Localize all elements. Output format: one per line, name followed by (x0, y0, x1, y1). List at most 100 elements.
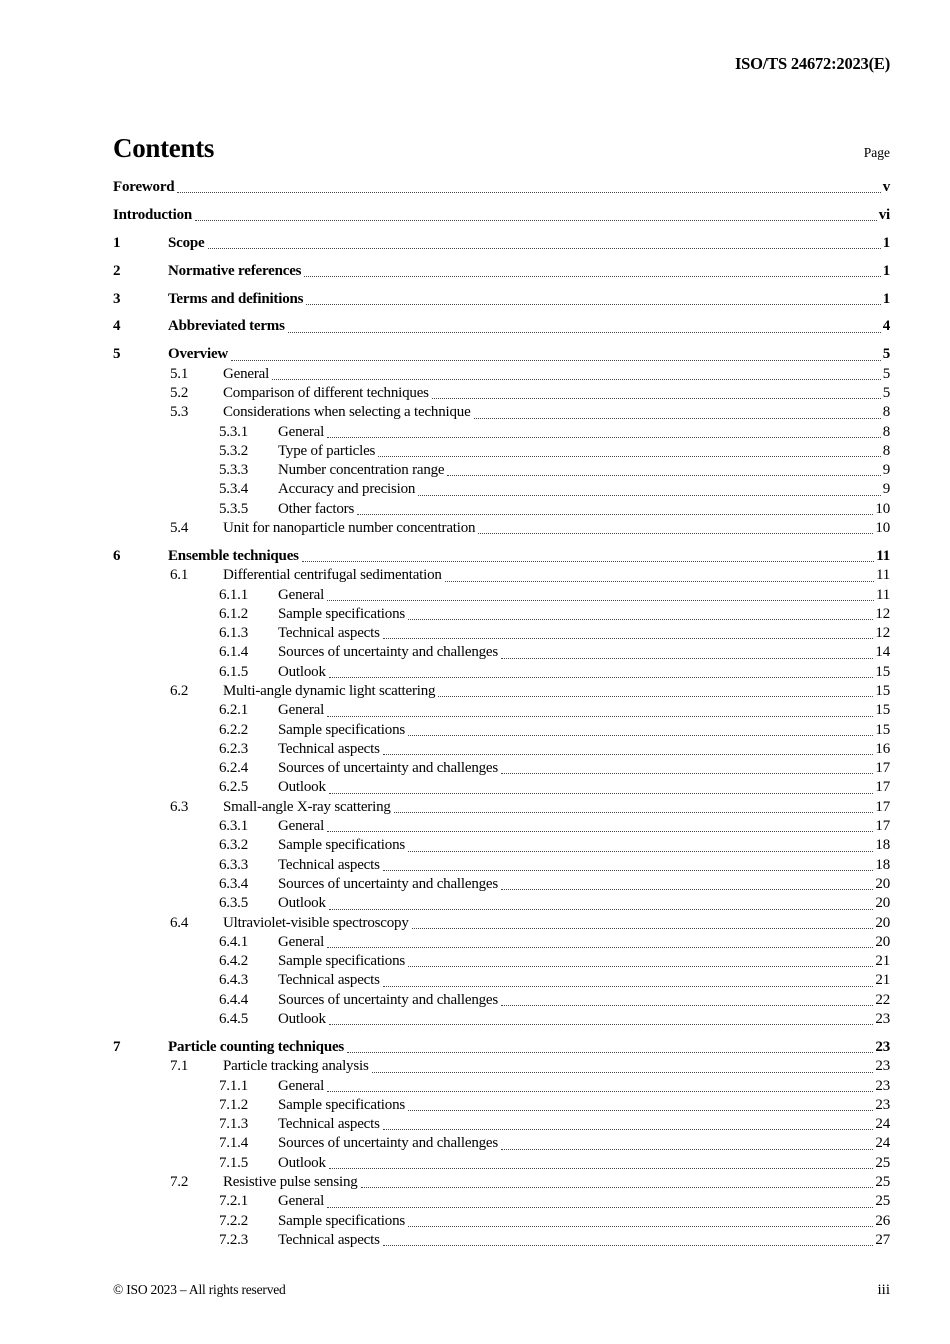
toc-entry[interactable]: 6.3.5 Outlook 20 (113, 894, 890, 913)
toc-entry[interactable]: 5.3 Considerations when selecting a tech… (113, 403, 890, 422)
toc-entry-number: 5.3.5 (219, 500, 249, 517)
toc-entry-page: 8 (882, 442, 891, 459)
toc-entry[interactable]: 7.1.5 Outlook 25 (113, 1154, 890, 1173)
toc-entry-number: 7 (113, 1038, 121, 1055)
toc-entry[interactable]: 6.2.5 Outlook 17 (113, 778, 890, 797)
dot-leader (328, 778, 874, 794)
dot-leader (382, 1231, 874, 1247)
toc-entry[interactable]: Foreword v (113, 178, 890, 197)
toc-entry[interactable]: 7.1 Particle tracking analysis 23 (113, 1057, 890, 1076)
toc-entry-page: 23 (875, 1058, 890, 1075)
toc-entry[interactable]: 6.3 Small-angle X-ray scattering 17 (113, 798, 890, 817)
toc-entry-page: 4 (882, 318, 891, 335)
toc-entry[interactable]: 6.2.1 General 15 (113, 701, 890, 720)
toc-entry[interactable]: 7.2.3 Technical aspects 27 (113, 1231, 890, 1250)
dot-leader (272, 365, 881, 380)
toc-entry[interactable]: 5.1 General 5 (113, 365, 890, 384)
toc-entry[interactable]: 1 Scope 1 (113, 234, 890, 253)
toc-entry-number: 6.1.2 (219, 605, 249, 622)
toc-entry[interactable]: 6.4.3 Technical aspects 21 (113, 971, 890, 990)
toc-entry[interactable]: 6.3.2 Sample specifications 18 (113, 836, 890, 855)
dot-leader (408, 1096, 874, 1112)
toc-entry[interactable]: 6.4.4 Sources of uncertainty and challen… (113, 991, 890, 1010)
toc-entry[interactable]: 4 Abbreviated terms 4 (113, 317, 890, 336)
toc-entry[interactable]: 6.4.1 General 20 (113, 933, 890, 952)
toc-entry-title: Resistive pulse sensing (223, 1174, 358, 1190)
toc-entry-page: 17 (875, 818, 890, 835)
toc-entry-number: 6.4.1 (219, 933, 249, 950)
toc-entry[interactable]: 6.1.1 General 11 (113, 586, 890, 605)
toc-entry[interactable]: 6.2.2 Sample specifications 15 (113, 721, 890, 740)
toc-entry[interactable]: 7.1.3 Technical aspects 24 (113, 1115, 890, 1134)
toc-entry[interactable]: 6.1.4 Sources of uncertainty and challen… (113, 643, 890, 662)
toc-entry-number: 5.3.2 (219, 442, 249, 459)
toc-entry-number: 7.2.1 (219, 1193, 249, 1210)
toc-entry[interactable]: 7.2.2 Sample specifications 26 (113, 1212, 890, 1231)
toc-entry-page: 16 (875, 740, 890, 757)
toc-entry[interactable]: 6.2.3 Technical aspects 16 (113, 740, 890, 759)
folio-page-number: iii (877, 1282, 890, 1298)
toc-entry[interactable]: 6.2.4 Sources of uncertainty and challen… (113, 759, 890, 778)
toc-entry[interactable]: 5.3.4 Accuracy and precision 9 (113, 480, 890, 499)
toc-entry[interactable]: 6.1 Differential centrifugal sedimentati… (113, 566, 890, 585)
toc-entry[interactable]: Introduction vi (113, 206, 890, 225)
toc-entry[interactable]: 5.3.5 Other factors 10 (113, 500, 890, 519)
toc-entry-title: Ultraviolet-visible spectroscopy (223, 914, 409, 931)
toc-entry[interactable]: 6.1.2 Sample specifications 12 (113, 605, 890, 624)
toc-entry[interactable]: 6.4.5 Outlook 23 (113, 1010, 890, 1029)
toc-entry[interactable]: 7.1.4 Sources of uncertainty and challen… (113, 1134, 890, 1153)
toc-entry[interactable]: 6.3.4 Sources of uncertainty and challen… (113, 875, 890, 894)
toc-entry-title: General (278, 1193, 325, 1210)
toc-entry[interactable]: 5.3.3 Number concentration range 9 (113, 461, 890, 480)
toc-entry[interactable]: 3 Terms and definitions 1 (113, 290, 890, 309)
toc-entry-number: 6.2.4 (219, 760, 249, 777)
toc-entry-number: 6 (113, 547, 121, 564)
toc-entry-number: 5.4 (170, 520, 189, 537)
toc-entry[interactable]: 7.1.2 Sample specifications 23 (113, 1096, 890, 1115)
toc-entry-title: Sample specifications (278, 605, 406, 622)
toc-entry[interactable]: 5.4 Unit for nanoparticle number concent… (113, 519, 890, 538)
toc-entry-title: Sample specifications (278, 721, 406, 738)
toc-entry-title: Foreword (113, 179, 175, 195)
toc-entry[interactable]: 7.2 Resistive pulse sensing 25 (113, 1173, 890, 1192)
toc-entry[interactable]: 7 Particle counting techniques 23 (113, 1038, 890, 1057)
dot-leader (408, 605, 874, 621)
toc-entry[interactable]: 7.1.1 General 23 (113, 1077, 890, 1096)
toc-entry[interactable]: 2 Normative references 1 (113, 262, 890, 281)
toc-entry-page: 26 (875, 1212, 890, 1229)
toc-entry-number: 5 (113, 346, 121, 363)
toc-entry-page: 25 (875, 1174, 890, 1190)
toc-entry[interactable]: 6.2 Multi-angle dynamic light scattering… (113, 682, 890, 701)
dot-leader (327, 701, 874, 717)
toc-entry[interactable]: 6.4 Ultraviolet-visible spectroscopy 20 (113, 914, 890, 933)
dot-leader (327, 933, 874, 949)
toc-entry-title: Comparison of different techniques (223, 384, 429, 401)
toc-entry-page: 20 (875, 933, 890, 950)
toc-entry-number: 6.4.4 (219, 991, 249, 1008)
dot-leader (408, 836, 874, 852)
toc-entry-title: Particle counting techniques (168, 1038, 345, 1055)
toc-entry[interactable]: 5.3.1 General 8 (113, 423, 890, 442)
page-footer: © ISO 2023 – All rights reserved iii (113, 1282, 890, 1299)
dot-leader (408, 952, 874, 968)
dot-leader (327, 586, 874, 601)
toc-entry[interactable]: 6.1.5 Outlook 15 (113, 663, 890, 682)
toc-entry[interactable]: 6.1.3 Technical aspects 12 (113, 624, 890, 643)
dot-leader (501, 1134, 874, 1150)
dot-leader (438, 682, 874, 698)
dot-leader (378, 442, 881, 458)
toc-entry-number: 3 (113, 290, 121, 307)
toc-entry-number: 6.1.3 (219, 625, 249, 642)
toc-entry[interactable]: 5.3.2 Type of particles 8 (113, 442, 890, 461)
dot-leader (382, 1115, 874, 1131)
toc-entry[interactable]: 5.2 Comparison of different techniques 5 (113, 384, 890, 403)
dot-leader (501, 875, 874, 891)
dot-leader (431, 384, 881, 400)
toc-entry[interactable]: 5 Overview 5 (113, 345, 890, 364)
toc-entry[interactable]: 7.2.1 General 25 (113, 1192, 890, 1211)
dot-leader (287, 317, 881, 333)
toc-entry[interactable]: 6.3.1 General 17 (113, 817, 890, 836)
toc-entry[interactable]: 6.4.2 Sample specifications 21 (113, 952, 890, 971)
toc-entry[interactable]: 6.3.3 Technical aspects 18 (113, 856, 890, 875)
toc-entry[interactable]: 6 Ensemble techniques 11 (113, 547, 890, 566)
